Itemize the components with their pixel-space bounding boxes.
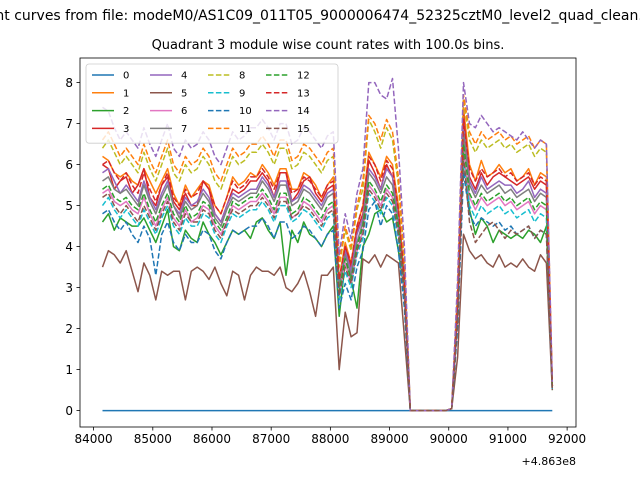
x-offset-label: +4.863e8 [522,455,576,468]
legend-label-11: 11 [239,124,252,135]
legend-label-13: 13 [297,88,310,99]
legend-label-3: 3 [123,124,129,135]
series-line-10 [102,172,554,412]
series-line-15 [102,155,554,412]
y-tick-label: 4 [65,240,73,254]
legend-label-8: 8 [239,71,245,82]
x-tick-label: 85000 [134,432,172,446]
legend-box [85,63,339,144]
series-line-6 [102,147,554,412]
y-tick-label: 8 [65,76,73,90]
y-tick-label: 0 [65,404,73,418]
legend-label-1: 1 [123,88,129,99]
chart-title: Quadrant 3 module wise count rates with … [152,38,505,53]
legend-label-2: 2 [123,106,129,117]
series-line-3 [102,114,554,412]
x-tick-label: 91000 [489,432,527,446]
legend-label-15: 15 [297,124,310,135]
plot-area: 84000 85000 86000 87000 88000 89000 90000 91000… [65,57,586,446]
series-line-11 [101,94,554,412]
x-tick-label: 89000 [370,432,408,446]
x-tick-label: 87000 [252,432,290,446]
y-tick-label: 3 [65,281,73,295]
y-tick-label: 1 [65,363,73,377]
legend-label-6: 6 [181,106,187,117]
series-line-12 [102,143,554,412]
legend-label-12: 12 [297,71,310,82]
legend-label-10: 10 [239,106,252,117]
legend-label-7: 7 [181,124,187,135]
figure-suptitle: Light curves from file: modeM0/AS1C09_01… [0,8,640,24]
series-line-4 [102,122,554,412]
x-tick-label: 92000 [548,432,586,446]
series-line-9 [101,163,554,412]
series-group [101,77,554,412]
legend-label-4: 4 [181,71,187,82]
x-tick-label: 90000 [430,432,468,446]
legend-label-0: 0 [123,71,129,82]
y-tick-label: 2 [65,322,73,336]
y-tick-label: 6 [65,158,73,172]
series-line-8 [101,98,554,412]
legend-label-5: 5 [181,88,187,99]
legend-label-9: 9 [239,88,245,99]
series-line-13 [102,118,554,412]
x-tick-label: 86000 [193,432,231,446]
axes-frame [79,57,577,428]
y-tick-label: 7 [65,117,73,131]
legend-label-14: 14 [297,106,310,117]
series-line-5 [101,233,554,412]
x-tick-label: 84000 [75,432,113,446]
y-tick-label: 5 [65,199,73,213]
series-line-7 [102,131,554,412]
x-tick-label: 88000 [311,432,349,446]
